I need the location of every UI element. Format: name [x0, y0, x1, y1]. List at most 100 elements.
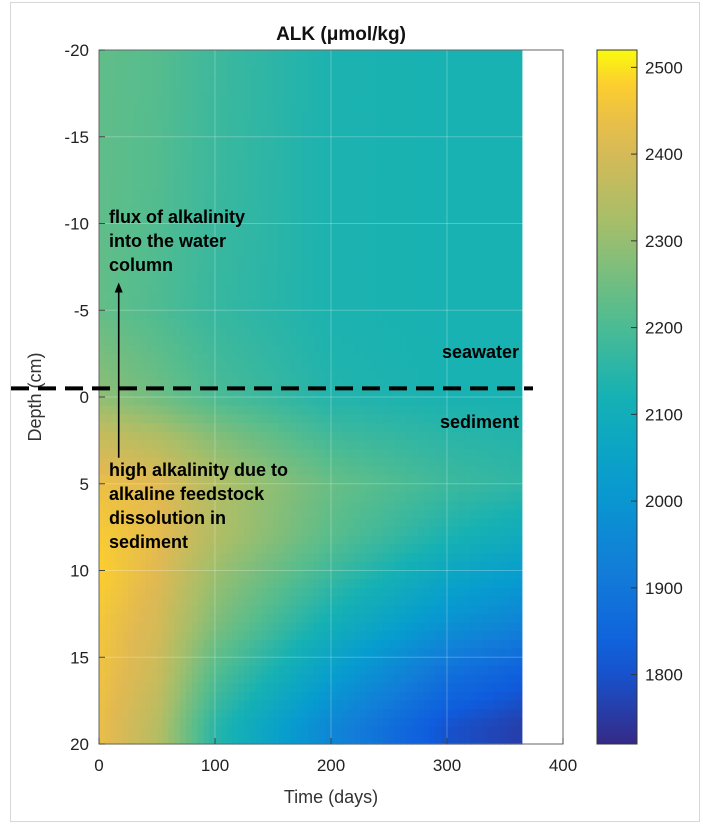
- heatmap-cell: [99, 67, 106, 77]
- heatmap-cell: [313, 535, 320, 546]
- heatmap-cell: [197, 58, 204, 68]
- heatmap-cell: [249, 483, 257, 494]
- heatmap-cell: [325, 119, 332, 129]
- heatmap-cell: [238, 93, 245, 103]
- heatmap-cell: [476, 128, 483, 138]
- heatmap-cell: [273, 318, 280, 329]
- heatmap-cell: [273, 379, 280, 389]
- heatmap-cell: [215, 102, 222, 112]
- heatmap-cell: [389, 145, 396, 155]
- heatmap-cell: [220, 284, 228, 294]
- heatmap-cell: [110, 76, 117, 86]
- heatmap-cell: [296, 414, 303, 424]
- heatmap-cell: [203, 232, 210, 242]
- heatmap-cell: [499, 379, 506, 389]
- heatmap-cell: [139, 440, 146, 450]
- heatmap-cell: [406, 284, 413, 294]
- heatmap-cell: [191, 449, 199, 459]
- heatmap-cell: [452, 431, 460, 441]
- heatmap-cell: [423, 483, 431, 494]
- heatmap-cell: [104, 197, 112, 207]
- heatmap-cell: [383, 336, 390, 346]
- heatmap-cell: [162, 388, 170, 398]
- heatmap-cell: [400, 266, 407, 277]
- heatmap-cell: [104, 457, 112, 467]
- heatmap-cell: [302, 258, 309, 268]
- heatmap-cell: [249, 240, 257, 251]
- heatmap-cell: [215, 240, 222, 251]
- heatmap-cell: [412, 58, 419, 68]
- heatmap-cell: [180, 206, 187, 216]
- heatmap-cell: [464, 76, 471, 86]
- heatmap-cell: [110, 292, 117, 303]
- heatmap-cell: [331, 171, 338, 181]
- heatmap-cell: [255, 327, 262, 337]
- heatmap-cell: [110, 240, 117, 251]
- heatmap-cell: [342, 570, 349, 580]
- heatmap-cell: [487, 605, 494, 615]
- heatmap-cell: [389, 353, 396, 363]
- heatmap-cell: [284, 284, 291, 294]
- heatmap-cell: [133, 214, 141, 225]
- heatmap-cell: [418, 423, 425, 433]
- heatmap-cell: [110, 344, 117, 355]
- heatmap-cell: [342, 362, 349, 372]
- heatmap-cell: [348, 553, 355, 563]
- heatmap-cell: [104, 301, 112, 311]
- heatmap-cell: [383, 310, 390, 320]
- heatmap-cell: [313, 579, 320, 589]
- heatmap-cell: [110, 431, 117, 441]
- heatmap-cell: [215, 154, 222, 164]
- heatmap-cell: [342, 423, 349, 433]
- heatmap-cell: [99, 501, 106, 511]
- heatmap-cell: [180, 492, 187, 502]
- heatmap-cell: [365, 535, 373, 546]
- heatmap-cell: [487, 318, 494, 329]
- heatmap-cell: [162, 258, 170, 268]
- heatmap-cell: [319, 301, 326, 311]
- heatmap-cell: [383, 570, 390, 580]
- heatmap-cell: [209, 214, 216, 225]
- heatmap-cell: [249, 605, 257, 615]
- heatmap-cell: [383, 240, 390, 251]
- heatmap-cell: [354, 414, 361, 424]
- heatmap-cell: [505, 258, 512, 268]
- heatmap-cell: [128, 336, 135, 346]
- heatmap-cell: [255, 405, 262, 415]
- heatmap-cell: [128, 579, 135, 589]
- heatmap-cell: [447, 379, 454, 389]
- heatmap-cell: [261, 102, 268, 112]
- heatmap-cell: [220, 275, 228, 285]
- heatmap-cell: [493, 535, 500, 546]
- heatmap-cell: [122, 353, 129, 363]
- heatmap-cell: [174, 587, 181, 598]
- heatmap-cell: [215, 84, 222, 94]
- heatmap-cell: [302, 336, 309, 346]
- heatmap-cell: [400, 84, 407, 94]
- heatmap-cell: [174, 197, 181, 207]
- heatmap-cell: [418, 336, 425, 346]
- heatmap-cell: [348, 145, 355, 155]
- heatmap-cell: [336, 275, 344, 285]
- heatmap-cell: [302, 275, 309, 285]
- heatmap-cell: [110, 492, 117, 502]
- heatmap-cell: [360, 501, 367, 511]
- heatmap-cell: [307, 84, 315, 94]
- heatmap-cell: [261, 353, 268, 363]
- heatmap-cell: [400, 544, 407, 554]
- heatmap-cell: [377, 475, 384, 485]
- heatmap-cell: [516, 492, 523, 502]
- heatmap-cell: [516, 544, 523, 554]
- heatmap-cell: [418, 587, 425, 598]
- heatmap-cell: [174, 292, 181, 303]
- heatmap-cell: [447, 336, 454, 346]
- heatmap-cell: [128, 527, 135, 537]
- heatmap-cell: [191, 631, 199, 641]
- heatmap-cell: [197, 119, 204, 129]
- heatmap-cell: [203, 119, 210, 129]
- heatmap-cell: [331, 440, 338, 450]
- heatmap-cell: [516, 180, 523, 190]
- heatmap-cell: [487, 414, 494, 424]
- heatmap-cell: [209, 50, 216, 60]
- heatmap-cell: [220, 214, 228, 225]
